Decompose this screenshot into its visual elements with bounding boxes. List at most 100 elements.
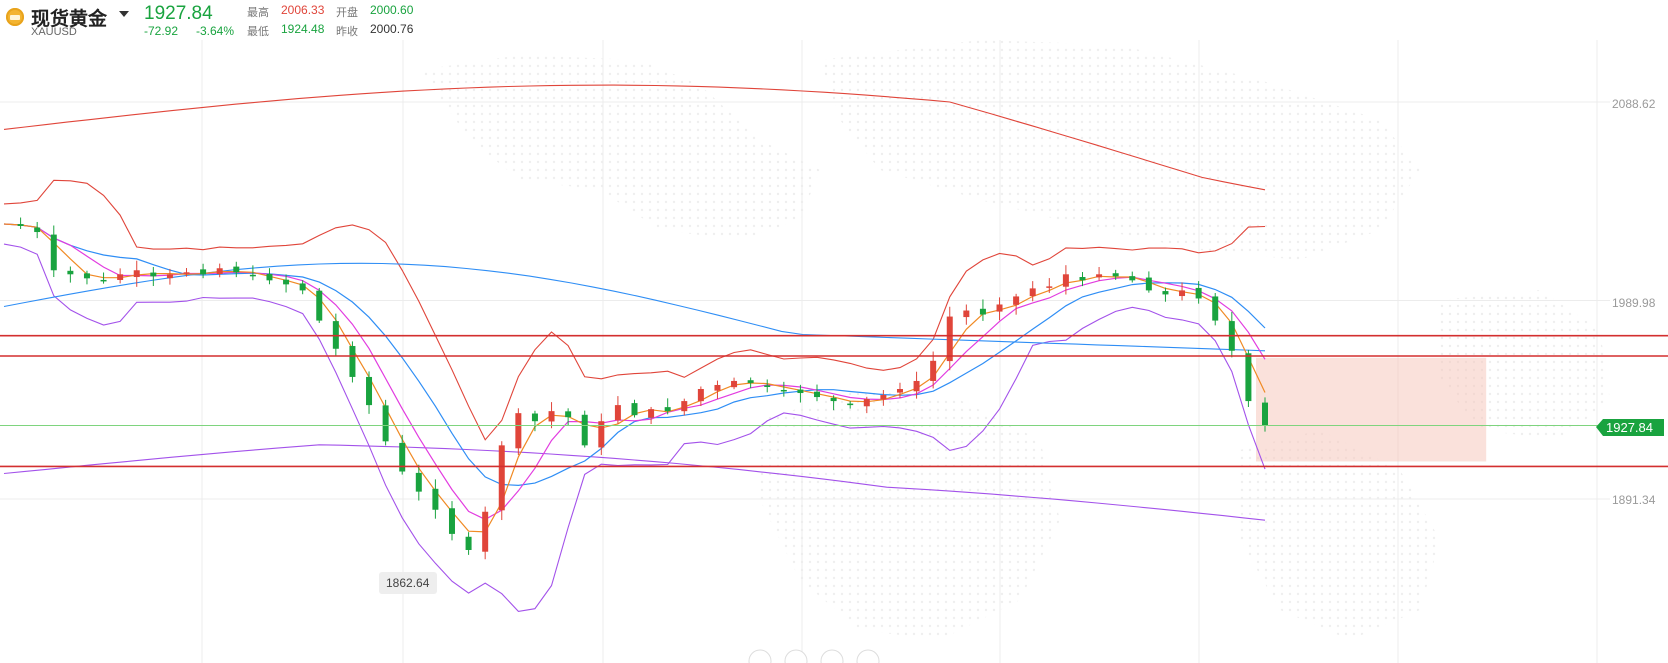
candle-body [1013,296,1020,305]
prev-close-label: 昨收 [336,26,358,38]
open-label: 开盘 [336,7,358,19]
candle-body [764,385,771,387]
candle-body [930,360,937,381]
candle-body [399,442,406,472]
candle-body [100,279,107,282]
price-zone-rectangle[interactable] [1256,357,1487,462]
gold-coin-icon [6,8,24,26]
candle-body [1029,288,1036,297]
bollinger-lower-purple [3,243,1266,612]
candle-body [664,407,671,412]
candle-body [200,269,207,275]
candle-body [50,234,57,271]
candle-body [266,273,273,281]
open-value: 2000.60 [370,3,414,17]
candle-body [216,268,223,275]
candle-body [67,270,74,275]
candle-body [1262,402,1268,426]
low-marker-label: 1862.64 [386,576,430,590]
candle-body [648,409,655,418]
candle-body [1112,273,1119,277]
y-tick-label: 1891.34 [1612,493,1656,507]
candle-body [1195,287,1202,299]
candle-body [896,389,903,393]
candle-body [863,399,870,407]
candle-body [465,536,472,550]
candle-body [963,310,970,318]
candle-body [299,283,306,291]
candle-body [432,488,439,510]
candle-body [581,414,588,446]
bollinger-upper-red [3,179,1266,441]
current-price-badge: 1927.84 [1596,419,1664,436]
toolbar-button[interactable] [748,649,772,663]
candle-body [996,304,1003,312]
candle-body [1129,276,1136,281]
chart-toolbar[interactable] [748,649,880,663]
candle-body [83,273,90,279]
candle-body [1162,291,1169,295]
candle-body [598,421,605,448]
long-ma-blue [3,262,1266,352]
candle-body [1046,286,1053,288]
last-price: 1927.84 [144,3,213,24]
toolbar-button[interactable] [856,649,880,663]
candle-body [117,274,124,280]
ma-magenta-line [3,223,1266,521]
candle-body [631,403,638,416]
candle-body [548,411,555,422]
candle-body [150,272,157,277]
quote-header: 现货黄金 XAUUSD 1927.84 -72.92 -3.64% 最高 200… [0,0,520,44]
candle-body [382,405,389,442]
candle-body [1079,277,1086,281]
candle-body [233,266,240,273]
candle-body [913,380,920,392]
candle-body [565,411,572,418]
instrument-symbol: XAUUSD [31,26,77,38]
candle-body [498,445,505,511]
long-band-red [3,84,1266,191]
candle-body [880,395,887,400]
candle-body [133,270,140,278]
candle-body [249,274,256,277]
toolbar-button[interactable] [820,649,844,663]
ma-blue-line [3,223,1266,487]
price-change-percent: -3.64% [196,24,235,38]
background-map-texture [420,40,1610,640]
candle-body [1245,353,1252,402]
candle-body [780,389,787,392]
candle-body [797,389,804,394]
candle-body [614,405,621,421]
ma-orange-line [3,223,1266,533]
candle-body [946,316,953,362]
candle-body [366,376,373,406]
candle-body [847,403,854,406]
candle-body [1145,277,1152,291]
chart-grid [0,40,1610,663]
candle-body [349,346,356,377]
candle-body [283,279,290,285]
candle-body [1212,296,1219,321]
candle-body [515,413,522,449]
low-label: 最低 [247,26,269,38]
candle-body [814,391,821,398]
candle-body [166,274,173,279]
candle-body [830,397,837,402]
candle-body [714,384,721,391]
high-label: 最高 [247,7,269,19]
candle-body [1062,274,1069,287]
candle-body [731,380,738,388]
instrument-title[interactable]: 现货黄金 [31,9,108,30]
y-tick-label: 1989.98 [1612,296,1656,310]
toolbar-button[interactable] [784,649,808,663]
candle-body [415,472,422,492]
candle-body [681,401,688,412]
chevron-down-icon[interactable] [119,11,129,17]
current-price-label: 1927.84 [1606,420,1653,435]
horizontal-lines[interactable] [0,334,1668,468]
candle-body [316,290,323,321]
candle-body [183,272,190,274]
candle-body [1179,290,1186,297]
candle-body [17,224,24,227]
